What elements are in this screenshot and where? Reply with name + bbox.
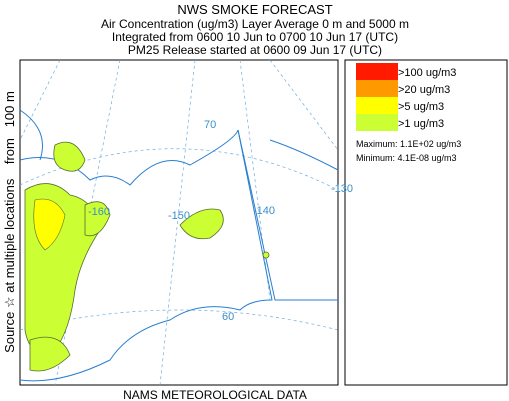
legend-swatch — [356, 63, 398, 80]
subtitle: PM25 Release started at 0600 09 Jun 17 (… — [128, 43, 382, 57]
legend: >100 ug/m3 >20 ug/m3 >5 ug/m3 >1 ug/m3 — [356, 63, 456, 131]
legend-swatch — [356, 97, 398, 114]
grid-label: -160 — [88, 206, 110, 218]
minimum: Minimum: 4.1E-08 ug/m3 — [356, 153, 457, 163]
source-label: Source ☆ at multiple locations from 100 … — [2, 91, 17, 353]
grid-label: 60 — [222, 311, 234, 323]
grid-label: -130 — [331, 183, 353, 195]
legend-label: >100 ug/m3 — [398, 67, 456, 79]
footer: NAMS METEOROLOGICAL DATA — [123, 388, 307, 401]
legend-swatch — [356, 80, 398, 97]
grid-label: -150 — [168, 210, 190, 222]
legend-frame — [344, 59, 508, 386]
grid-label: -140 — [253, 205, 275, 217]
legend-label: >20 ug/m3 — [398, 84, 450, 96]
legend-label: >1 ug/m3 — [398, 118, 444, 130]
subtitle: Air Concentration (ug/m3) Layer Average … — [101, 17, 409, 31]
legend-swatch — [356, 114, 398, 131]
maximum: Maximum: 1.1E+02 ug/m3 — [356, 139, 461, 149]
legend-label: >5 ug/m3 — [398, 101, 444, 113]
title: NWS SMOKE FORECAST — [177, 2, 332, 17]
grid-label: 70 — [204, 119, 216, 131]
map-frame — [19, 59, 339, 386]
subtitle: Integrated from 0600 10 Jun to 0700 10 J… — [112, 30, 398, 44]
map — [19, 59, 339, 386]
